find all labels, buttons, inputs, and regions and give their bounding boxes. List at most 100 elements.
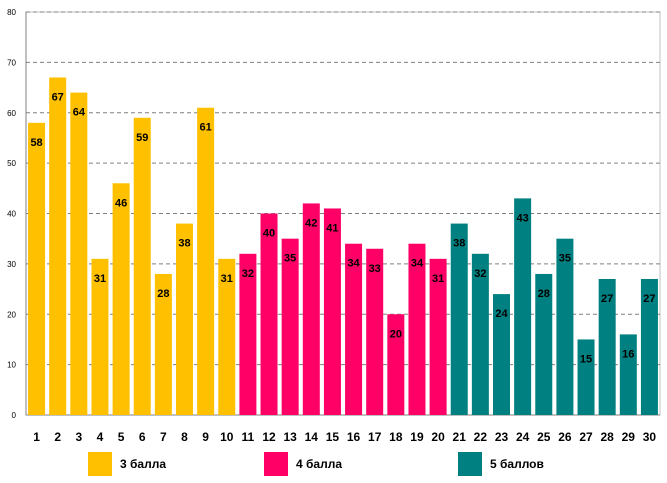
bar: [619, 334, 637, 415]
legend-swatch-4: [264, 452, 288, 476]
data-label: 38: [453, 238, 465, 250]
x-tick-label: 22: [474, 430, 488, 444]
data-label: 38: [178, 238, 190, 250]
legend-swatch-5: [458, 452, 482, 476]
y-tick-label: 10: [7, 361, 16, 370]
data-label: 35: [559, 253, 571, 265]
bar: [28, 122, 46, 415]
x-tick-label: 8: [181, 430, 188, 444]
bar: [154, 273, 172, 415]
x-tick-label: 14: [305, 430, 319, 444]
bar: [429, 258, 447, 415]
bar: [49, 77, 67, 416]
bar: [302, 203, 320, 415]
data-label: 33: [369, 263, 381, 275]
bar: [112, 183, 130, 415]
data-label: 59: [136, 132, 148, 144]
data-label: 41: [326, 222, 338, 234]
y-tick-label: 70: [7, 58, 16, 67]
data-label: 40: [263, 228, 275, 240]
bar: [218, 258, 236, 415]
bar: [471, 253, 489, 415]
x-tick-label: 5: [118, 430, 125, 444]
data-label: 34: [411, 258, 424, 270]
bar: [239, 253, 257, 415]
y-tick-label: 30: [7, 260, 16, 269]
x-tick-label: 7: [160, 430, 167, 444]
y-tick-label: 0: [12, 411, 17, 420]
x-tick-label: 11: [242, 430, 255, 444]
data-label: 64: [73, 107, 86, 119]
bar: [640, 278, 658, 415]
data-label: 35: [284, 253, 296, 265]
bar: [577, 339, 595, 415]
bar: [556, 238, 574, 415]
x-tick-label: 19: [410, 430, 424, 444]
bar: [408, 243, 426, 415]
data-label: 27: [643, 293, 655, 305]
x-tick-label: 29: [622, 430, 636, 444]
x-tick-label: 25: [537, 430, 551, 444]
x-tick-label: 20: [431, 430, 445, 444]
x-tick-label: 18: [389, 430, 403, 444]
data-label: 58: [30, 137, 42, 149]
x-tick-label: 16: [347, 430, 361, 444]
x-tick-label: 27: [579, 430, 593, 444]
x-tick-label: 1: [33, 430, 40, 444]
legend-item-4: 4 балла: [264, 451, 342, 477]
x-tick-label: 15: [326, 430, 340, 444]
y-tick-label: 80: [7, 8, 16, 17]
bar: [450, 223, 468, 415]
bar: [281, 238, 299, 415]
bar: [260, 213, 278, 415]
data-label: 46: [115, 197, 127, 209]
data-label: 42: [305, 217, 317, 229]
data-label: 27: [601, 293, 613, 305]
bar: [387, 314, 405, 415]
bar: [493, 294, 510, 415]
bar: [514, 198, 532, 415]
x-tick-label: 30: [643, 430, 657, 444]
legend-item-3: 3 балла: [88, 451, 166, 477]
bar: [366, 248, 384, 415]
y-tick-label: 50: [7, 159, 16, 168]
bar: [323, 208, 341, 415]
legend-item-5: 5 баллов: [458, 451, 544, 477]
x-tick-label: 12: [262, 430, 276, 444]
x-tick-label: 4: [97, 430, 104, 444]
bar: [91, 258, 109, 415]
x-tick-label: 21: [453, 430, 467, 444]
data-label: 32: [242, 268, 254, 280]
data-label: 28: [538, 288, 550, 300]
data-labels: 58 67 64 31 46 59 28 38 61 31 32 40 35 42 41 34 33 20 34 31…: [30, 91, 655, 365]
x-tick-label: 9: [202, 430, 209, 444]
x-tick-label: 28: [600, 430, 614, 444]
data-label: 24: [495, 308, 508, 320]
data-label: 67: [52, 91, 64, 103]
data-label: 28: [157, 288, 169, 300]
x-tick-label: 10: [220, 430, 234, 444]
bar: [133, 117, 151, 415]
x-tick-label: 6: [139, 430, 146, 444]
data-label: 43: [517, 212, 529, 224]
x-tick-label: 13: [283, 430, 297, 444]
data-label: 34: [347, 258, 360, 270]
data-label: 31: [94, 273, 106, 285]
y-tick-label: 60: [7, 109, 16, 118]
data-label: 16: [622, 348, 634, 360]
bar: [598, 278, 616, 415]
x-tick-label: 17: [368, 430, 382, 444]
y-tick-label: 40: [7, 210, 16, 219]
legend-swatch-3: [88, 452, 112, 476]
x-tick-label: 26: [558, 430, 572, 444]
x-tick-label: 3: [75, 430, 82, 444]
data-label: 31: [221, 273, 233, 285]
legend-label-5: 5 баллов: [490, 457, 544, 471]
legend-label-4: 4 балла: [296, 457, 343, 471]
data-label: 15: [580, 353, 592, 365]
bars: [28, 77, 658, 416]
bar: [176, 223, 193, 415]
bar: [197, 107, 215, 416]
